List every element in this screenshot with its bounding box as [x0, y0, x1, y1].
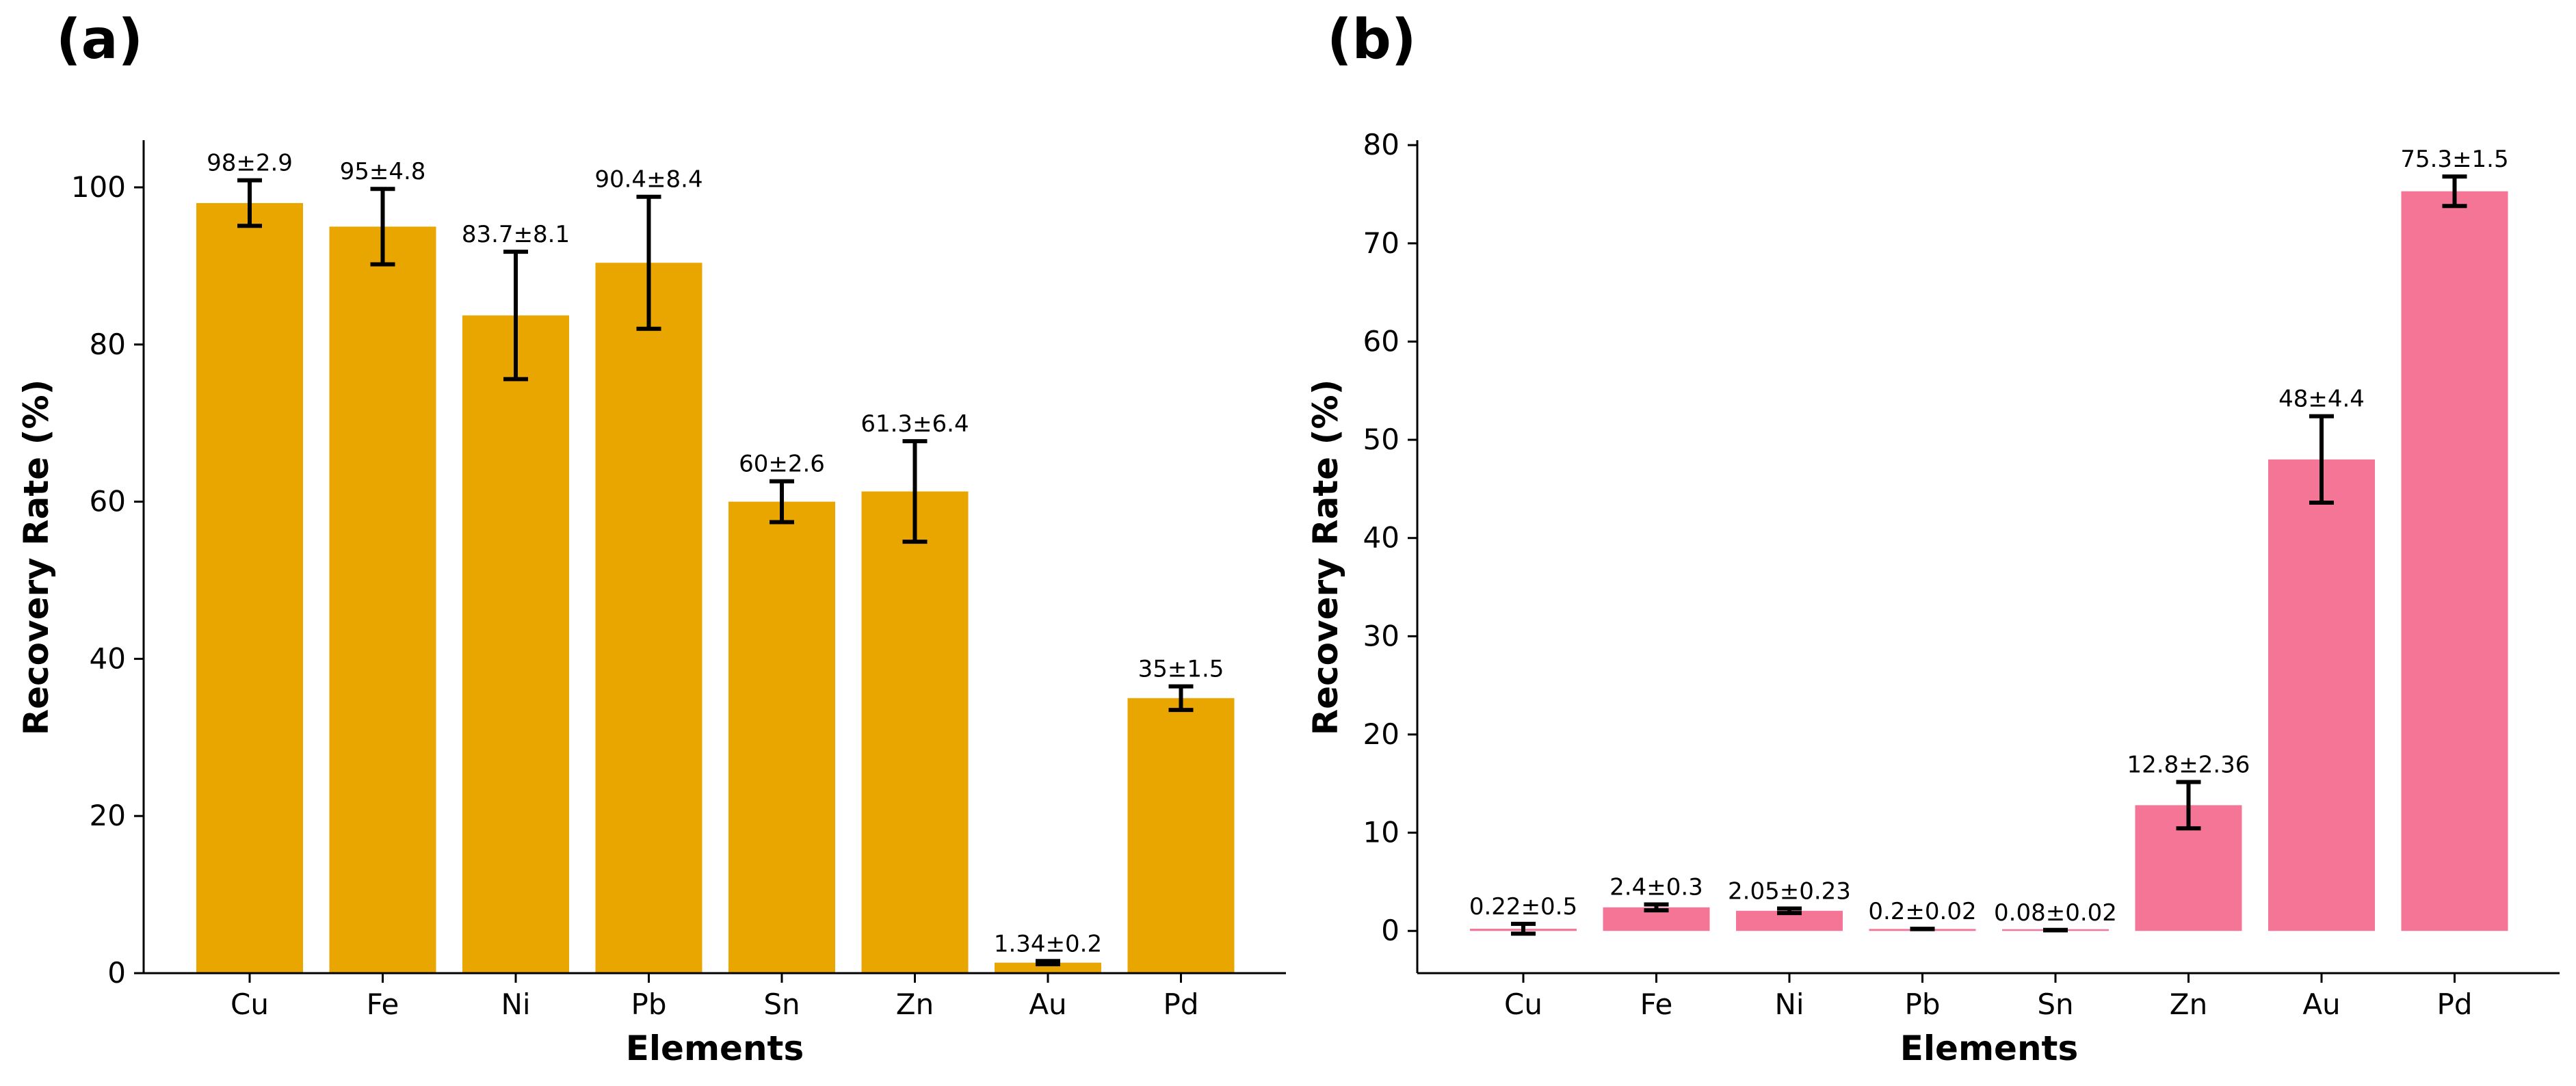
data-label-pd: 75.3±1.5 [2400, 146, 2508, 173]
y-tick-label-80: 80 [1363, 128, 1399, 161]
y-tick-label-60: 60 [1363, 324, 1399, 358]
y-tick-label-50: 50 [1363, 423, 1399, 456]
y-tick-label-70: 70 [1363, 226, 1399, 260]
error-bar-zn [902, 439, 928, 544]
data-label-au: 1.34±0.2 [994, 930, 1102, 957]
x-tick-label-cu: Cu [1504, 988, 1542, 1021]
x-tick-label-zn: Zn [896, 988, 934, 1021]
data-label-cu: 0.22±0.5 [1469, 893, 1577, 921]
error-bar-pb [636, 194, 661, 331]
x-tick-label-fe: Fe [1640, 988, 1673, 1021]
panel-label: (b) [1327, 8, 1416, 71]
data-label-pb: 90.4±8.4 [594, 166, 702, 194]
y-tick-label-10: 10 [1363, 816, 1399, 849]
data-label-series: 98±2.9 95±4.8 83.7±8.1 90.4±8.4 60±2.6 61.3±6… [207, 150, 1224, 958]
bar-cu [196, 202, 303, 973]
data-label-au: 48±4.4 [2278, 386, 2365, 413]
error-bar-sn [2043, 927, 2068, 933]
data-label-cu: 98±2.9 [207, 150, 293, 177]
x-tick-label-fe: Fe [367, 988, 399, 1021]
error-bar-sn [770, 479, 794, 525]
error-bar-cu [237, 178, 262, 228]
bar-series [196, 202, 1235, 974]
bar-ni [462, 315, 569, 973]
error-bar-cu [1511, 921, 1536, 936]
data-label-pd: 35±1.5 [1138, 656, 1224, 683]
x-axis-title: Elements [626, 1029, 804, 1068]
error-bar-fe [370, 187, 395, 267]
y-tick-label-60: 60 [90, 485, 126, 518]
bar-zn [861, 491, 969, 973]
data-label-sn: 0.08±0.02 [1994, 899, 2117, 927]
bar-au [995, 962, 1101, 973]
x-tick-label-pb: Pb [631, 988, 667, 1021]
y-tick-label-40: 40 [1363, 521, 1399, 555]
x-tick-label-pd: Pd [2437, 988, 2473, 1021]
bar-fe [329, 226, 436, 973]
x-tick-label-pb: Pb [1905, 988, 1941, 1021]
y-axis-title: Recovery Rate (%) [1306, 380, 1345, 736]
y-tick-label-30: 30 [1363, 619, 1399, 652]
data-label-series: 0.22±0.5 2.4±0.3 2.05±0.23 0.2±0.02 0.08±0.0… [1469, 146, 2509, 927]
y-tick-label-40: 40 [90, 641, 126, 675]
error-bar-ni [1777, 906, 1802, 916]
data-label-sn: 60±2.6 [739, 451, 825, 478]
bar-au [2268, 459, 2375, 931]
x-tick-label-ni: Ni [1774, 988, 1804, 1021]
bar-pd [1127, 698, 1235, 973]
y-tick-label-100: 100 [71, 170, 126, 204]
bar-series [1470, 191, 2508, 931]
y-tick-label-20: 20 [90, 799, 126, 832]
data-label-fe: 95±4.8 [340, 158, 426, 185]
x-axis-title: Elements [1900, 1029, 2078, 1068]
x-tick-label-sn: Sn [2037, 988, 2073, 1021]
bar-pb [595, 263, 702, 974]
data-label-ni: 2.05±0.23 [1728, 877, 1851, 905]
axes: Cu Fe Ni Pb Sn Zn Au Pd 0 20 40 60 80 100 [71, 140, 1286, 1021]
bar-sn [728, 501, 835, 973]
y-tick-label-20: 20 [1363, 717, 1399, 751]
panel-a: (a) 98±2.9 95±4.8 83.7±8.1 90.4±8.4 60±2.6 61… [16, 8, 1286, 1068]
x-tick-label-cu: Cu [231, 988, 269, 1021]
x-tick-label-au: Au [2302, 988, 2340, 1021]
error-bar-ni [503, 250, 528, 382]
bar-pd [2401, 191, 2508, 931]
x-tick-label-au: Au [1029, 988, 1066, 1021]
error-bar-pd [2442, 174, 2467, 209]
data-label-zn: 61.3±6.4 [860, 410, 969, 438]
error-bar-series [1511, 174, 2467, 936]
error-bar-zn [2176, 780, 2201, 831]
data-label-fe: 2.4±0.3 [1609, 873, 1703, 901]
error-bar-pd [1168, 684, 1194, 713]
error-bar-fe [1644, 902, 1669, 913]
panel-label: (a) [56, 8, 143, 71]
error-bar-series [237, 178, 1194, 966]
data-label-zn: 12.8±2.36 [2127, 751, 2250, 778]
data-label-ni: 83.7±8.1 [462, 221, 570, 248]
y-axis-title: Recovery Rate (%) [16, 380, 56, 736]
error-bar-au [1036, 959, 1060, 966]
y-tick-label-0: 0 [1381, 914, 1399, 947]
x-tick-label-sn: Sn [763, 988, 800, 1021]
y-tick-label-80: 80 [90, 328, 126, 361]
y-tick-label-0: 0 [107, 956, 126, 990]
x-tick-label-pd: Pd [1164, 988, 1199, 1021]
x-tick-label-zn: Zn [2170, 988, 2207, 1021]
axes: Cu Fe Ni Pb Sn Zn Au Pd 0 10 20 30 40 50 60 70 80 [1363, 128, 2560, 1021]
panel-b: (b) 0.22±0.5 2.4±0.3 2.05±0.23 0.2±0.02 0.08… [1306, 8, 2560, 1068]
data-label-pb: 0.2±0.02 [1868, 898, 1976, 925]
error-bar-au [2309, 414, 2334, 505]
x-tick-label-ni: Ni [501, 988, 530, 1021]
